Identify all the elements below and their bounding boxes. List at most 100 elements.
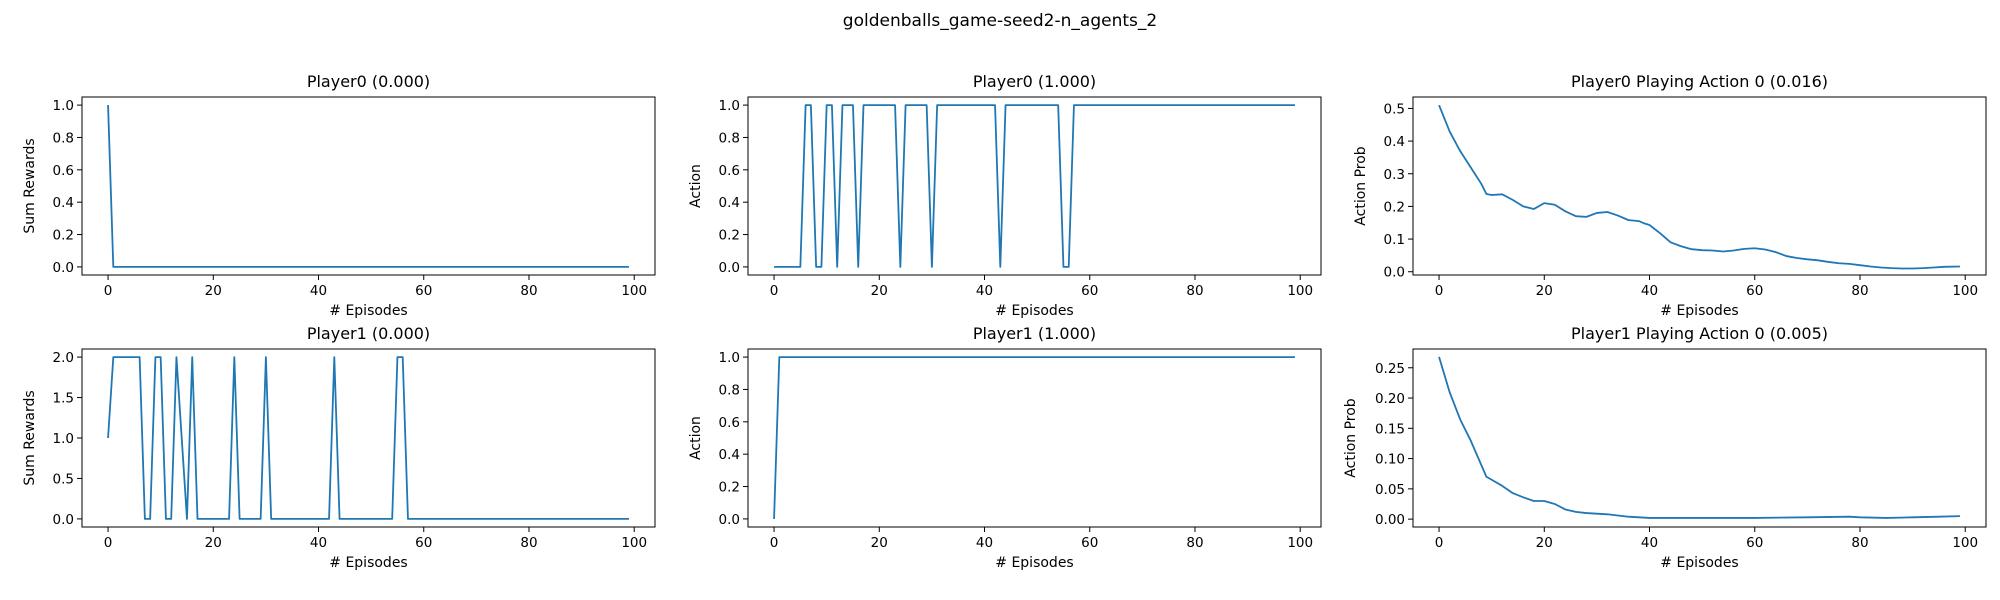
y-axis-label: Action [688, 416, 704, 460]
y-tick-label: 0.4 [1384, 134, 1405, 150]
y-tick-label: 0.0 [719, 260, 740, 276]
y-tick-label: 0.4 [719, 195, 740, 211]
series-line [1438, 104, 1960, 270]
x-tick-label: 20 [1536, 535, 1553, 551]
x-tick-label: 100 [621, 283, 647, 299]
y-axis-label: Sum Rewards [22, 390, 38, 485]
y-tick-label: 0.5 [53, 471, 74, 487]
x-tick-label: 0 [1435, 535, 1444, 551]
subplot-title: Player1 (0.000) [307, 324, 430, 343]
x-tick-label: 0 [1435, 283, 1444, 299]
y-axis-label: Action Prob [1343, 398, 1359, 478]
x-tick-label: 80 [1851, 535, 1868, 551]
y-tick-label: 0.2 [1384, 199, 1405, 215]
subplot-title: Player0 Playing Action 0 (0.016) [1571, 72, 1828, 91]
y-axis-label: Action [688, 164, 704, 208]
x-tick-label: 100 [1952, 283, 1978, 299]
x-tick-label: 100 [1952, 535, 1978, 551]
x-tick-label: 100 [1287, 283, 1313, 299]
y-tick-label: 0.2 [53, 228, 74, 244]
x-tick-label: 80 [1186, 283, 1203, 299]
subplot-title: Player0 (1.000) [973, 72, 1096, 91]
axes-frame [81, 348, 656, 528]
y-tick-label: 0.5 [1384, 101, 1405, 117]
y-tick-label: 0.0 [53, 512, 74, 528]
series-line [773, 356, 1295, 519]
x-axis-label: # Episodes [995, 555, 1073, 571]
x-tick-label: 20 [871, 283, 888, 299]
subplot-6: Player1 Playing Action 0 (0.005) 0 20 40 60 8… [1343, 324, 1987, 571]
x-tick-label: 60 [1081, 283, 1098, 299]
x-tick-label: 20 [871, 535, 888, 551]
y-tick-label: 0.25 [1375, 361, 1405, 377]
y-tick-label: 0.3 [1384, 167, 1405, 183]
series-line [1438, 356, 1960, 519]
y-tick-label: 0.6 [719, 415, 740, 431]
y-tick-label: 0.4 [719, 447, 740, 463]
y-tick-label: 0.20 [1375, 391, 1405, 407]
x-tick-label: 80 [1186, 535, 1203, 551]
x-tick-label: 0 [770, 535, 779, 551]
axes-frame [747, 96, 1322, 276]
y-tick-label: 0.10 [1375, 452, 1405, 468]
subplot-4: Player1 (0.000) 0 20 40 60 80 100 0.0 0.5 1.0 1.5 2… [22, 324, 656, 571]
x-axis-label: # Episodes [1660, 303, 1738, 319]
x-tick-label: 40 [1641, 535, 1658, 551]
y-tick-label: 1.0 [53, 431, 74, 447]
y-tick-label: 0.1 [1384, 232, 1405, 248]
x-tick-label: 20 [205, 535, 222, 551]
x-tick-label: 0 [104, 535, 113, 551]
x-tick-label: 60 [415, 535, 432, 551]
subplot-1: Player0 (0.000) 0 20 40 60 80 100 0.0 0.2 0.4 0.6 0… [22, 72, 656, 319]
x-tick-label: 100 [621, 535, 647, 551]
x-tick-label: 80 [1851, 283, 1868, 299]
y-tick-label: 0.0 [53, 260, 74, 276]
y-tick-label: 0.0 [719, 512, 740, 528]
x-tick-label: 40 [1641, 283, 1658, 299]
y-tick-label: 0.6 [53, 163, 74, 179]
axes-frame [81, 96, 656, 276]
axes-frame [747, 348, 1322, 528]
x-tick-label: 60 [415, 283, 432, 299]
y-tick-label: 1.5 [53, 391, 74, 407]
x-tick-label: 60 [1746, 283, 1763, 299]
x-tick-label: 40 [976, 535, 993, 551]
x-axis-label: # Episodes [329, 555, 407, 571]
y-tick-label: 0.00 [1375, 512, 1405, 528]
x-tick-label: 60 [1081, 535, 1098, 551]
subplot-5: Player1 (1.000) 0 20 40 60 80 100 0.0 0.2 0.4 0.6 0… [688, 324, 1322, 571]
y-tick-label: 0.6 [719, 163, 740, 179]
x-tick-label: 60 [1746, 535, 1763, 551]
figure-title: goldenballs_game-seed2-n_agents_2 [843, 11, 1157, 31]
subplot-title: Player0 (0.000) [307, 72, 430, 91]
subplot-title: Player1 (1.000) [973, 324, 1096, 343]
subplot-title: Player1 Playing Action 0 (0.005) [1571, 324, 1828, 343]
x-tick-label: 40 [310, 283, 327, 299]
subplot-3: Player0 Playing Action 0 (0.016) 0 20 40 60 8… [1353, 72, 1987, 319]
y-tick-label: 1.0 [53, 98, 74, 114]
y-tick-label: 0.05 [1375, 482, 1405, 498]
y-tick-label: 0.2 [719, 228, 740, 244]
x-tick-label: 100 [1287, 535, 1313, 551]
x-tick-label: 20 [205, 283, 222, 299]
y-tick-label: 0.8 [719, 130, 740, 146]
y-tick-label: 0.4 [53, 195, 74, 211]
x-tick-label: 0 [104, 283, 113, 299]
x-tick-label: 80 [520, 283, 537, 299]
y-tick-label: 0.2 [719, 480, 740, 496]
x-tick-label: 0 [770, 283, 779, 299]
y-axis-label: Sum Rewards [22, 138, 38, 233]
x-axis-label: # Episodes [1660, 555, 1738, 571]
y-tick-label: 1.0 [719, 350, 740, 366]
y-tick-label: 0.15 [1375, 421, 1405, 437]
y-tick-label: 0.0 [1384, 265, 1405, 281]
axes-frame [1412, 96, 1987, 276]
y-tick-label: 0.8 [719, 382, 740, 398]
x-tick-label: 20 [1536, 283, 1553, 299]
y-tick-label: 0.8 [53, 130, 74, 146]
y-tick-label: 2.0 [53, 350, 74, 366]
series-line [107, 105, 629, 268]
x-tick-label: 40 [310, 535, 327, 551]
x-tick-label: 80 [520, 535, 537, 551]
